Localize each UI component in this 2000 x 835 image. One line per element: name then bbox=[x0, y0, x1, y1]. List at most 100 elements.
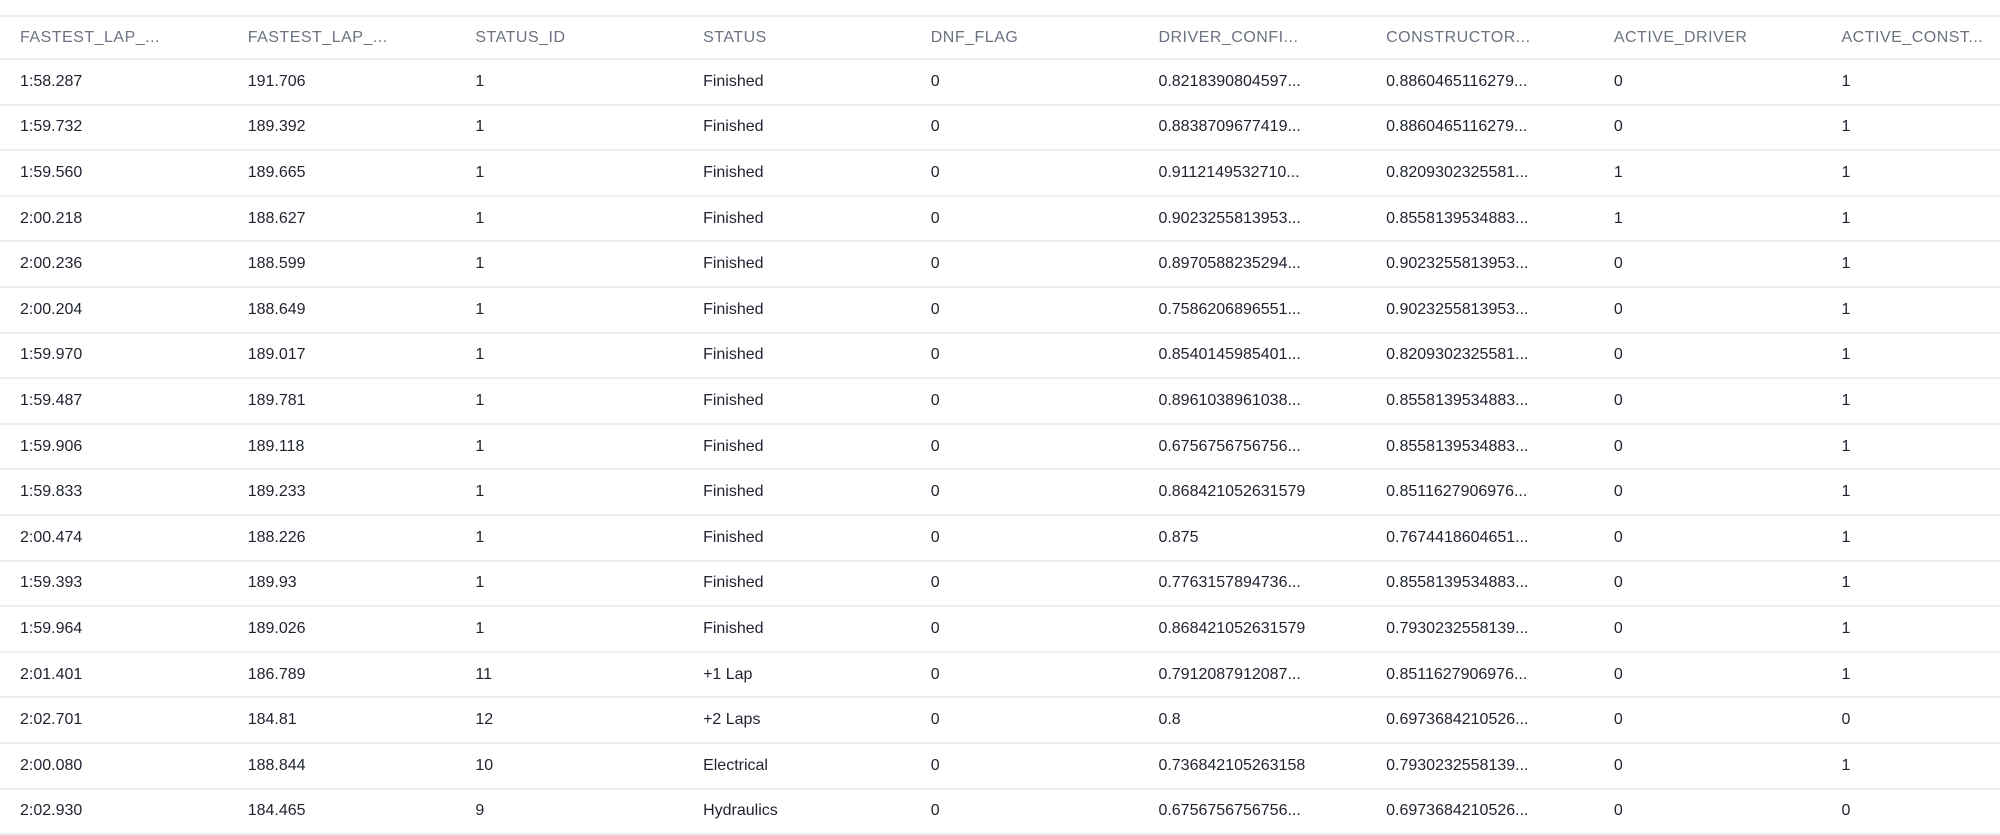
table-cell: 0 bbox=[1613, 118, 1623, 136]
table-cell: 1 bbox=[1841, 665, 1851, 683]
table-cell: 191.706 bbox=[247, 72, 306, 90]
table-cell: 1 bbox=[475, 300, 485, 318]
table-cell: Finished bbox=[703, 437, 764, 455]
table-cell: 2:00.080 bbox=[20, 756, 83, 774]
table-cell: 0 bbox=[1613, 528, 1623, 546]
table-cell: 0.7763157894736... bbox=[1158, 574, 1301, 592]
table-cell: 0 bbox=[1613, 300, 1623, 318]
table-cell: 189.233 bbox=[247, 483, 306, 501]
table-cell: 10 bbox=[475, 756, 494, 774]
table-cell: 188.844 bbox=[247, 756, 306, 774]
table-cell: 0.6756756756756... bbox=[1158, 802, 1301, 820]
table-cell: 1 bbox=[1613, 163, 1623, 181]
table-cell: 0.8558139534883... bbox=[1386, 574, 1529, 592]
table-cell: 1:59.964 bbox=[20, 619, 83, 637]
table-cell: Finished bbox=[703, 300, 764, 318]
table-cell: Finished bbox=[703, 118, 764, 136]
table-cell: Finished bbox=[703, 619, 764, 637]
table-cell: 1 bbox=[1841, 756, 1851, 774]
table-row[interactable]: 1:59.906 189.118 1 Finished 0 0.6756756756756… bbox=[0, 425, 2000, 471]
table-cell: 12 bbox=[475, 711, 494, 729]
column-header[interactable]: ACTIVE_DRIVER bbox=[1613, 28, 1748, 46]
table-cell: 0 bbox=[1613, 665, 1623, 683]
table-row[interactable]: 2:00.218 188.627 1 Finished 0 0.9023255813953… bbox=[0, 197, 2000, 243]
table-cell: 0 bbox=[1841, 802, 1851, 820]
table-cell: 0 bbox=[930, 346, 940, 364]
table-cell: 1 bbox=[1841, 483, 1851, 501]
table-cell: 0 bbox=[930, 255, 940, 273]
table-cell: Finished bbox=[703, 574, 764, 592]
table-header: FASTEST_LAP_... FASTEST_LAP_... STATUS_ID S… bbox=[0, 15, 2000, 60]
table-cell: 189.017 bbox=[247, 346, 306, 364]
column-header[interactable]: ACTIVE_CONST... bbox=[1841, 28, 1984, 46]
table-cell: 1 bbox=[475, 437, 485, 455]
table-row[interactable]: 1:59.964 189.026 1 Finished 0 0.8684210526315… bbox=[0, 607, 2000, 653]
table-cell: 0 bbox=[930, 118, 940, 136]
table-row[interactable]: 2:00.080 188.844 10 Electrical 0 0.7368421052… bbox=[0, 744, 2000, 790]
table-cell: 0.8558139534883... bbox=[1386, 209, 1529, 227]
table-cell: Finished bbox=[703, 163, 764, 181]
table-cell: 1 bbox=[475, 209, 485, 227]
column-header[interactable]: DRIVER_CONFI... bbox=[1158, 28, 1299, 46]
table-row[interactable]: 1:59.732 189.392 1 Finished 0 0.8838709677419… bbox=[0, 106, 2000, 152]
table-cell: 188.599 bbox=[247, 255, 306, 273]
table-cell: 1 bbox=[1841, 574, 1851, 592]
table-cell: Hydraulics bbox=[703, 802, 778, 820]
table-cell: 189.781 bbox=[247, 391, 306, 409]
table-cell: 0 bbox=[1613, 574, 1623, 592]
table-cell: 2:02.701 bbox=[20, 711, 83, 729]
table-cell: 1 bbox=[1841, 391, 1851, 409]
table-cell: 0 bbox=[930, 711, 940, 729]
table-cell: Finished bbox=[703, 72, 764, 90]
table-cell: 0 bbox=[1613, 255, 1623, 273]
column-header[interactable]: CONSTRUCTOR... bbox=[1386, 28, 1531, 46]
table-cell: 1 bbox=[475, 574, 485, 592]
table-cell: 2:02.930 bbox=[20, 802, 83, 820]
column-header[interactable]: FASTEST_LAP_... bbox=[247, 28, 388, 46]
table-cell: 1 bbox=[475, 346, 485, 364]
table-row[interactable]: 1:59.560 189.665 1 Finished 0 0.9112149532710… bbox=[0, 151, 2000, 197]
table-cell: 2:00.474 bbox=[20, 528, 83, 546]
table-cell: 0.8209302325581... bbox=[1386, 346, 1529, 364]
table-row[interactable]: 1:58.287 191.706 1 Finished 0 0.8218390804597… bbox=[0, 60, 2000, 106]
table-cell: 1 bbox=[1841, 255, 1851, 273]
table-cell: 0.868421052631579 bbox=[1158, 619, 1306, 637]
table-cell: 0.875 bbox=[1158, 528, 1199, 546]
table-row[interactable]: 2:00.236 188.599 1 Finished 0 0.8970588235294… bbox=[0, 242, 2000, 288]
table-cell: 0 bbox=[930, 574, 940, 592]
table-row[interactable]: 1:59.970 189.017 1 Finished 0 0.8540145985401… bbox=[0, 334, 2000, 380]
column-header[interactable]: FASTEST_LAP_... bbox=[20, 28, 160, 46]
table-cell: 0 bbox=[1613, 483, 1623, 501]
table-row[interactable]: 1:59.487 189.781 1 Finished 0 0.8961038961038… bbox=[0, 379, 2000, 425]
table-row[interactable]: 2:00.204 188.649 1 Finished 0 0.7586206896551… bbox=[0, 288, 2000, 334]
column-header[interactable]: STATUS bbox=[703, 28, 767, 46]
table-row[interactable]: 1:59.833 189.233 1 Finished 0 0.8684210526315… bbox=[0, 470, 2000, 516]
table-cell: 1 bbox=[475, 528, 485, 546]
table-cell: 1 bbox=[1841, 346, 1851, 364]
table-cell: Finished bbox=[703, 483, 764, 501]
table-cell: 2:01.401 bbox=[20, 665, 83, 683]
table-cell: 189.93 bbox=[247, 574, 297, 592]
table-row[interactable]: 2:01.401 186.789 11 +1 Lap 0 0.7912087912087.… bbox=[0, 653, 2000, 699]
table-cell: 1 bbox=[1841, 528, 1851, 546]
table-cell: 0.736842105263158 bbox=[1158, 756, 1306, 774]
table-cell: 0.8209302325581... bbox=[1386, 163, 1529, 181]
table-cell: 0.8218390804597... bbox=[1158, 72, 1301, 90]
table-cell: 1:59.833 bbox=[20, 483, 83, 501]
table-row[interactable]: 2:02.701 184.81 12 +2 Laps 0 0.8 0.69736842105… bbox=[0, 698, 2000, 744]
table-cell: 1 bbox=[475, 619, 485, 637]
table-row[interactable]: 2:00.474 188.226 1 Finished 0 0.875 0.76744186… bbox=[0, 516, 2000, 562]
table-cell: 0 bbox=[1613, 437, 1623, 455]
table-cell: 2:00.236 bbox=[20, 255, 83, 273]
table-cell: 0.9112149532710... bbox=[1158, 163, 1300, 181]
table-cell: 1 bbox=[475, 255, 485, 273]
table-row[interactable]: 1:59.393 189.93 1 Finished 0 0.7763157894736.… bbox=[0, 562, 2000, 608]
column-header[interactable]: STATUS_ID bbox=[475, 28, 566, 46]
table-cell: 1 bbox=[475, 483, 485, 501]
column-header[interactable]: DNF_FLAG bbox=[930, 28, 1019, 46]
table-cell: 1:59.970 bbox=[20, 346, 83, 364]
table-body: 1:58.287 191.706 1 Finished 0 0.8218390804597… bbox=[0, 60, 2000, 835]
table-cell: 0 bbox=[930, 437, 940, 455]
table-row[interactable]: 2:02.930 184.465 9 Hydraulics 0 0.67567567567… bbox=[0, 790, 2000, 835]
table-cell: 0 bbox=[1613, 619, 1623, 637]
